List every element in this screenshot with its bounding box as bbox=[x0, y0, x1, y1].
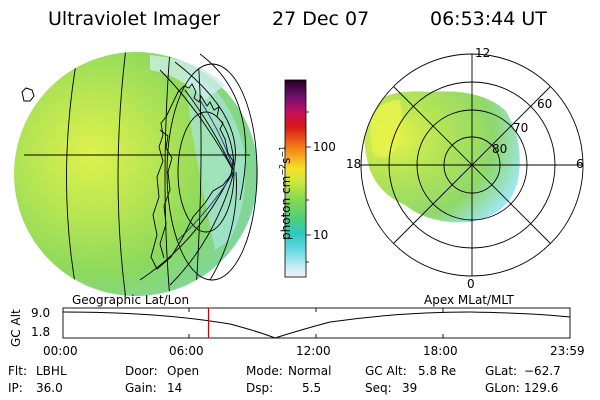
time-label: 06:53:44 UT bbox=[430, 8, 547, 30]
dsp-label: Dsp: bbox=[246, 381, 274, 395]
lat-70-label: 70 bbox=[513, 121, 529, 135]
polar-grid bbox=[360, 53, 584, 277]
altitude-ymin: 1.8 bbox=[31, 325, 51, 339]
glon-label: GLon: bbox=[485, 381, 520, 395]
lat-80-label: 80 bbox=[492, 142, 508, 156]
mlt-12-label: 12 bbox=[475, 46, 491, 60]
colorbar-ticks bbox=[306, 111, 311, 263]
mode-value: Normal bbox=[288, 364, 332, 378]
gcalt-label: GC Alt: bbox=[365, 364, 407, 378]
mlt-6-label: 6 bbox=[576, 157, 584, 171]
gcalt-value: 5.8 Re bbox=[418, 364, 457, 378]
glon-value: 129.6 bbox=[524, 381, 559, 395]
altitude-xtick-4: 23:59 bbox=[550, 344, 585, 358]
colorbar-tick-100: 100 bbox=[313, 140, 336, 154]
altitude-ymax: 9.0 bbox=[31, 306, 51, 320]
colorbar-tick-10: 10 bbox=[313, 228, 329, 242]
colorbar bbox=[284, 79, 307, 278]
date-label: 27 Dec 07 bbox=[272, 8, 370, 30]
coastline-island bbox=[21, 87, 35, 102]
mlt-18-label: 18 bbox=[346, 157, 362, 171]
earth-disk-image bbox=[14, 52, 258, 296]
ip-label: IP: bbox=[8, 381, 23, 395]
seq-value: 39 bbox=[402, 381, 418, 395]
seq-label: Seq: bbox=[365, 381, 392, 395]
altitude-ylabel: GC Alt bbox=[9, 309, 23, 347]
altitude-plot-frame bbox=[62, 307, 571, 339]
gain-label: Gain: bbox=[125, 381, 157, 395]
altitude-curve bbox=[62, 311, 571, 339]
altitude-xtick-1: 06:00 bbox=[169, 344, 204, 358]
coastline-continent bbox=[150, 83, 234, 270]
altitude-xtick-3: 18:00 bbox=[423, 344, 458, 358]
mlt-0-label: 0 bbox=[467, 277, 475, 291]
mode-label: Mode: bbox=[246, 364, 283, 378]
coastline-continent-inner bbox=[159, 129, 173, 259]
dsp-value: 5.5 bbox=[302, 381, 322, 395]
door-value: Open bbox=[167, 364, 200, 378]
geographic-grid-label: Geographic Lat/Lon bbox=[72, 293, 190, 307]
altitude-xtick-0: 00:00 bbox=[43, 344, 78, 358]
flt-label: Flt: bbox=[8, 364, 27, 378]
ip-value: 36.0 bbox=[36, 381, 63, 395]
door-label: Door: bbox=[125, 364, 158, 378]
glat-label: GLat: bbox=[485, 364, 518, 378]
colorbar-unit-label: photon cm−2s−1 bbox=[278, 145, 293, 240]
apex-grid-label: Apex MLat/MLT bbox=[424, 293, 514, 307]
altitude-ticks bbox=[188, 308, 444, 338]
instrument-title: Ultraviolet Imager bbox=[48, 8, 221, 30]
altitude-xtick-2: 12:00 bbox=[296, 344, 331, 358]
lat-60-label: 60 bbox=[537, 97, 553, 111]
gain-value: 14 bbox=[167, 381, 183, 395]
auroral-oval-image bbox=[364, 91, 520, 223]
flt-value: LBHL bbox=[36, 364, 67, 378]
glat-value: −62.7 bbox=[524, 364, 561, 378]
geographic-grid bbox=[24, 52, 258, 296]
